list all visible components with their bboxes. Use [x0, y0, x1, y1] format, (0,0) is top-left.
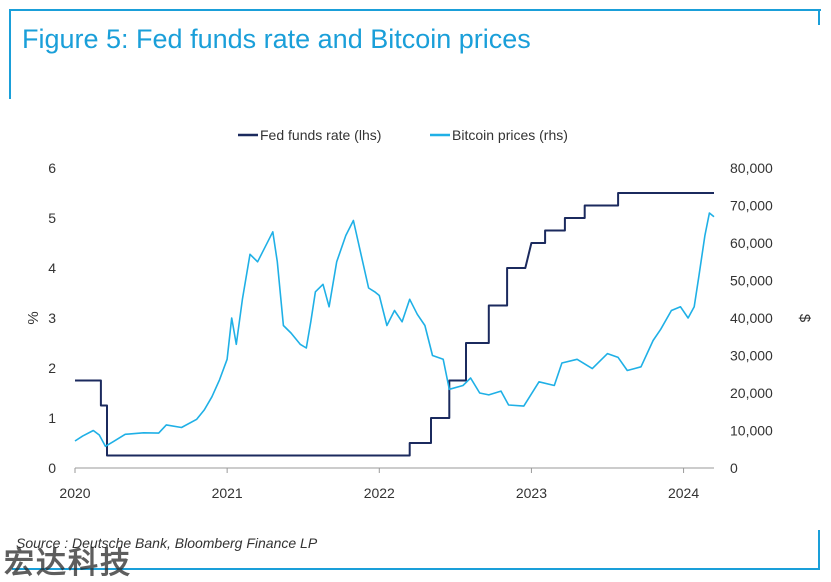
bitcoin-line	[74, 212, 715, 448]
y-right-tick-label: 40,000	[730, 310, 773, 326]
source-note: Source : Deutsche Bank, Bloomberg Financ…	[16, 535, 318, 551]
y-left-tick-label: 2	[48, 360, 56, 376]
y-left-axis-label: %	[25, 311, 42, 324]
y-left-tick-label: 4	[48, 260, 56, 276]
y-right-tick-label: 70,000	[730, 198, 773, 214]
legend-label: Bitcoin prices (rhs)	[452, 127, 568, 143]
y-right-tick-label: 50,000	[730, 273, 773, 289]
y-right-tick-label: 10,000	[730, 423, 773, 439]
x-tick-label: 2024	[668, 485, 699, 501]
y-right-axis-label: $	[796, 314, 813, 323]
figure-title: Figure 5: Fed funds rate and Bitcoin pri…	[22, 24, 531, 54]
frame-right-rule	[818, 9, 820, 25]
frame-left-rule	[9, 9, 11, 99]
x-tick-label: 2022	[364, 485, 395, 501]
x-tick-label: 2020	[59, 485, 90, 501]
y-left-tick-label: 3	[48, 310, 56, 326]
y-left-tick-label: 1	[48, 410, 56, 426]
frame-top-rule	[10, 9, 821, 11]
legend-label: Fed funds rate (lhs)	[260, 127, 381, 143]
x-tick-label: 2023	[516, 485, 547, 501]
y-right-tick-label: 0	[730, 460, 738, 476]
y-left-tick-label: 6	[48, 160, 56, 176]
fed-funds-line	[75, 192, 714, 457]
y-right-tick-label: 60,000	[730, 235, 773, 251]
frame-bottom-rule	[12, 568, 818, 570]
y-right-tick-label: 30,000	[730, 348, 773, 364]
y-left-tick-label: 5	[48, 210, 56, 226]
y-left-tick-label: 0	[48, 460, 56, 476]
watermark: 宏达科技	[4, 547, 132, 580]
y-right-tick-label: 20,000	[730, 385, 773, 401]
frame-right-bottom-rule	[818, 530, 820, 570]
y-right-tick-label: 80,000	[730, 160, 773, 176]
x-tick-label: 2021	[212, 485, 243, 501]
